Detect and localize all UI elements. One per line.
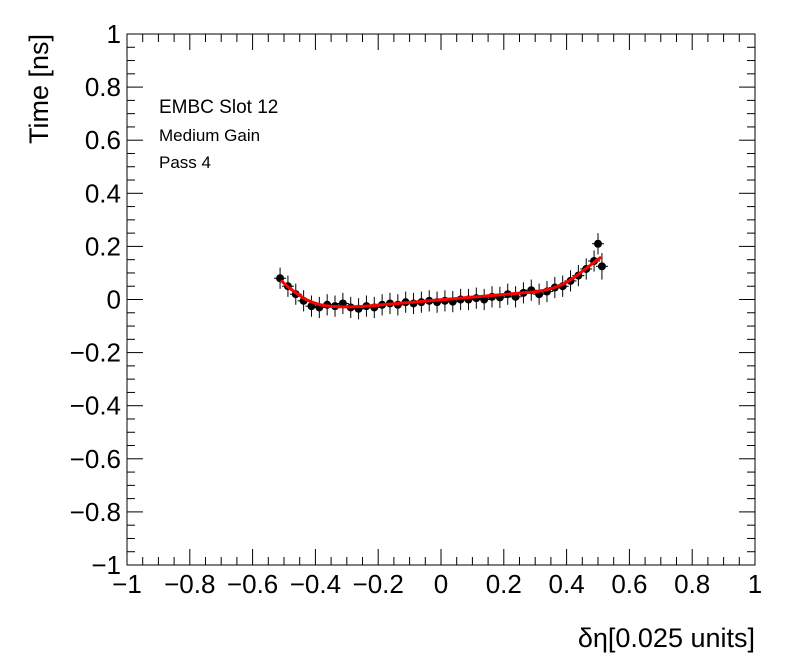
data-point (594, 239, 602, 248)
x-tick-label: 0 (434, 569, 448, 599)
x-tick-label: −0.6 (227, 569, 278, 599)
x-tick-label: 0.6 (611, 569, 647, 599)
axis-ticks (126, 33, 756, 566)
y-tick-label: 0 (107, 285, 121, 315)
x-tick-label: 1 (748, 569, 762, 599)
y-tick-label: 0.2 (85, 231, 121, 261)
y-tick-label: −0.8 (70, 497, 121, 527)
annotation-gain: Medium Gain (159, 126, 260, 145)
x-tick-label: −0.4 (290, 569, 341, 599)
y-tick-label: 1 (107, 19, 121, 49)
y-tick-label: −1 (91, 550, 121, 580)
data-points (276, 239, 606, 313)
x-tick-label: 0.8 (674, 569, 710, 599)
y-tick-label: 0.4 (85, 178, 121, 208)
x-tick-label: −0.2 (353, 569, 404, 599)
x-tick-label: −1 (112, 569, 142, 599)
fit-curve (279, 255, 603, 309)
data-point (597, 262, 606, 271)
annotation-slot: EMBC Slot 12 (159, 97, 278, 118)
y-tick-label: −0.6 (70, 444, 121, 474)
x-axis-title: δη[0.025 units] (578, 623, 755, 653)
x-tick-label: 0.4 (549, 569, 585, 599)
y-tick-label: 0.8 (85, 72, 121, 102)
y-tick-label: 0.6 (85, 125, 121, 155)
x-tick-label: −0.8 (164, 569, 215, 599)
y-tick-label: −0.2 (70, 338, 121, 368)
x-tick-labels: −1 −0.8 −0.6 −0.4 −0.2 0 0.2 0.4 0.6 0.8 1 (112, 569, 762, 599)
y-axis-title: Time [ns] (24, 34, 54, 144)
y-tick-labels: −1 −0.8 −0.6 −0.4 −0.2 0 0.2 0.4 0.6 0.8 1 (70, 19, 121, 580)
annotation-pass: Pass 4 (159, 153, 211, 172)
y-tick-label: −0.4 (70, 391, 121, 421)
x-tick-label: 0.2 (486, 569, 522, 599)
